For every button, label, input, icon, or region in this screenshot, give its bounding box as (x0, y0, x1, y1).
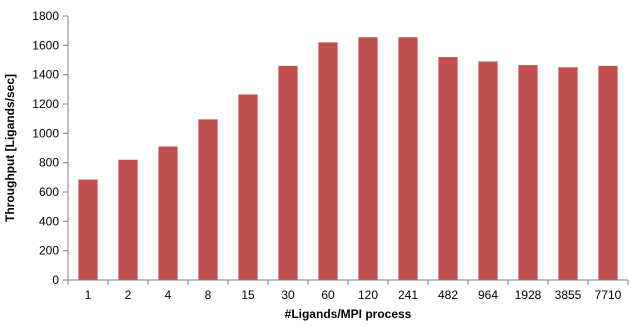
bar-7710 (598, 65, 618, 280)
bar-964 (478, 61, 498, 280)
x-tick-label: 3855 (555, 288, 582, 302)
y-tick-label: 800 (39, 156, 59, 170)
x-tick-label: 2 (125, 288, 132, 302)
x-tick-label: 60 (321, 288, 335, 302)
y-axis-ticks: 0 200 400 600 800 1000 1200 1400 1600 1800 (32, 9, 68, 287)
bar-4 (158, 146, 178, 280)
x-tick-label: 1928 (515, 288, 542, 302)
y-tick-label: 1400 (32, 68, 59, 82)
x-tick-label: 964 (478, 288, 498, 302)
bar-30 (278, 65, 298, 280)
bar-120 (358, 37, 378, 281)
x-axis-title: #Ligands/MPI process (285, 307, 412, 321)
y-tick-label: 600 (39, 185, 59, 199)
x-tick-label: 30 (281, 288, 295, 302)
y-tick-label: 200 (39, 244, 59, 258)
x-tick-label: 4 (165, 288, 172, 302)
x-tick-label: 8 (205, 288, 212, 302)
bar-60 (318, 42, 338, 281)
y-tick-label: 1000 (32, 126, 59, 140)
x-tick-label: 15 (241, 288, 255, 302)
y-tick-label: 1800 (32, 9, 59, 23)
bar-3855 (558, 67, 578, 280)
bar-1 (78, 179, 98, 280)
x-tick-label: 482 (438, 288, 458, 302)
y-tick-label: 400 (39, 214, 59, 228)
bar-2 (118, 159, 138, 280)
x-tick-label: 7710 (595, 288, 622, 302)
x-tick-label: 241 (398, 288, 418, 302)
x-tick-label: 1 (85, 288, 92, 302)
bar-1928 (518, 65, 538, 280)
y-axis-title: Throughput [Ligands/sec] (3, 74, 17, 222)
bar-482 (438, 57, 458, 280)
x-tick-label: 120 (358, 288, 378, 302)
y-tick-label: 0 (52, 273, 59, 287)
y-tick-label: 1600 (32, 38, 59, 52)
bar-8 (198, 119, 218, 281)
x-axis-ticks: 1 2 4 8 15 30 60 120 241 482 964 1928 3855 7710 (67, 280, 629, 302)
bars (78, 37, 618, 281)
bar-241 (398, 37, 418, 281)
y-tick-label: 1200 (32, 97, 59, 111)
bar-15 (238, 94, 258, 280)
